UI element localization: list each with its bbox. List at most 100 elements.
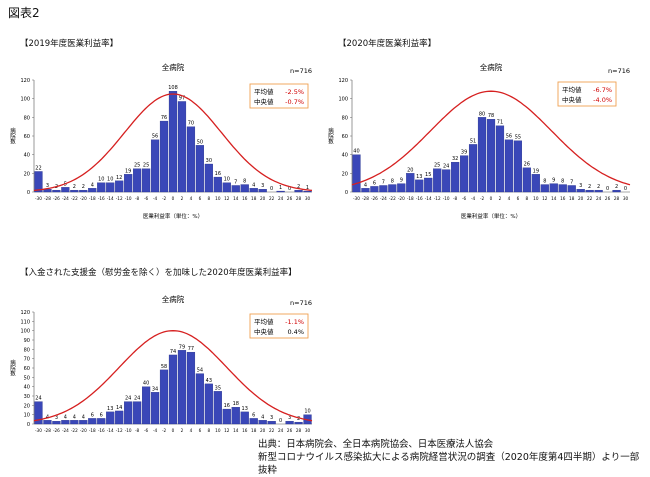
bar — [370, 186, 379, 193]
bar — [79, 189, 88, 193]
stat-label: 平均値 — [562, 85, 582, 94]
y-tick-label: 40 — [24, 153, 30, 159]
bar-value-label: 26 — [524, 162, 530, 168]
y-tick-label: 80 — [24, 347, 30, 353]
y-tick-label: 100 — [20, 97, 30, 103]
x-tick-label: -22 — [389, 196, 396, 201]
x-tick-label: 4 — [190, 428, 193, 433]
x-tick-label: -24 — [380, 196, 387, 201]
bar — [222, 182, 231, 193]
bar-value-label: 108 — [168, 85, 178, 91]
bar — [34, 401, 43, 425]
bar-value-label: 0 — [270, 186, 273, 192]
x-tick-label: 10 — [215, 428, 221, 433]
n-label: n=716 — [608, 67, 630, 75]
y-tick-label: 120 — [20, 310, 30, 316]
x-tick-label: 20 — [260, 428, 266, 433]
bar-value-label: 70 — [188, 121, 194, 127]
bar — [222, 408, 231, 425]
x-tick-label: -4 — [471, 196, 476, 201]
y-tick-label: 120 — [20, 78, 30, 84]
bar-value-label: 34 — [152, 386, 158, 392]
bar-value-label: 3 — [46, 183, 49, 189]
bar — [433, 168, 442, 193]
bar-value-label: 0 — [288, 186, 291, 192]
bar — [231, 407, 240, 425]
bar-value-label: 2 — [615, 184, 618, 190]
y-axis-label: 病院数 — [9, 359, 16, 378]
x-tick-label: -2 — [480, 196, 485, 201]
x-tick-label: -10 — [125, 196, 132, 201]
x-tick-label: -30 — [35, 196, 42, 201]
bar-value-label: 10 — [98, 177, 104, 183]
bar — [79, 420, 88, 425]
bar — [415, 179, 424, 193]
bar — [52, 421, 61, 425]
bar — [558, 184, 567, 193]
x-tick-label: -14 — [107, 196, 114, 201]
bar-value-label: 13 — [107, 406, 113, 412]
stat-value: -0.7% — [285, 98, 304, 106]
bar-value-label: 32 — [452, 156, 458, 162]
stat-label: 中央値 — [562, 95, 582, 104]
bar-value-label: 51 — [470, 138, 476, 144]
bar-value-label: 8 — [243, 179, 246, 185]
stats-box-border — [249, 83, 309, 109]
bar — [159, 369, 169, 425]
bar-value-label: 76 — [161, 115, 167, 121]
x-tick-label: -26 — [53, 196, 60, 201]
bar — [186, 351, 196, 425]
stat-label: 平均値 — [254, 317, 274, 326]
x-tick-label: 26 — [287, 428, 293, 433]
bar — [267, 421, 276, 425]
stats-box-border — [249, 313, 309, 339]
chart-title: 全病院 — [162, 294, 185, 304]
bar-value-label: 4 — [82, 414, 85, 420]
bar — [213, 176, 222, 193]
bar — [106, 411, 115, 425]
stats-box: 平均値 -1.1% 中央値 0.4% — [249, 313, 309, 339]
x-tick-label: 20 — [260, 196, 266, 201]
bar — [186, 126, 196, 193]
x-tick-label: -22 — [71, 196, 78, 201]
bar-value-label: 16 — [215, 171, 221, 177]
x-tick-label: 2 — [181, 428, 184, 433]
x-tick-label: -4 — [153, 428, 158, 433]
x-tick-label: 4 — [508, 196, 511, 201]
bar — [70, 420, 79, 425]
chart-2019-profit-rate: 全病院 n=716020406080100120病院数22-303-282-265… — [9, 62, 313, 220]
bar — [468, 144, 478, 193]
x-tick-label: 2 — [499, 196, 502, 201]
x-tick-label: 6 — [199, 196, 202, 201]
bar-value-label: 2 — [588, 184, 591, 190]
x-tick-label: 28 — [296, 428, 302, 433]
normal-curve — [351, 90, 631, 186]
bar — [70, 189, 79, 193]
bar — [361, 188, 370, 193]
bar-value-label: 97 — [179, 95, 185, 101]
panel-title-2020: 【2020年度医業利益率】 — [338, 39, 437, 49]
bar — [451, 161, 460, 193]
y-tick-label: 0 — [27, 422, 30, 428]
bar — [97, 418, 106, 425]
x-tick-label: 28 — [296, 196, 302, 201]
bar-value-label: 13 — [416, 174, 422, 180]
bar-value-label: 80 — [479, 111, 485, 117]
x-tick-label: -20 — [398, 196, 405, 201]
x-tick-label: 26 — [605, 196, 611, 201]
bar-value-label: 0 — [624, 186, 627, 192]
bar — [124, 174, 133, 193]
y-tick-label: 100 — [20, 329, 30, 335]
bar — [168, 91, 178, 193]
x-tick-label: 6 — [199, 428, 202, 433]
bar — [150, 392, 160, 425]
bar-value-label: 56 — [152, 134, 158, 140]
y-tick-label: 80 — [342, 115, 348, 121]
bar — [177, 101, 187, 193]
x-tick-label: 26 — [287, 196, 293, 201]
x-tick-label: 28 — [614, 196, 620, 201]
x-tick-label: -2 — [162, 196, 167, 201]
bar-value-label: 74 — [170, 349, 176, 355]
y-tick-label: 40 — [24, 385, 30, 391]
x-tick-label: 2 — [181, 196, 184, 201]
